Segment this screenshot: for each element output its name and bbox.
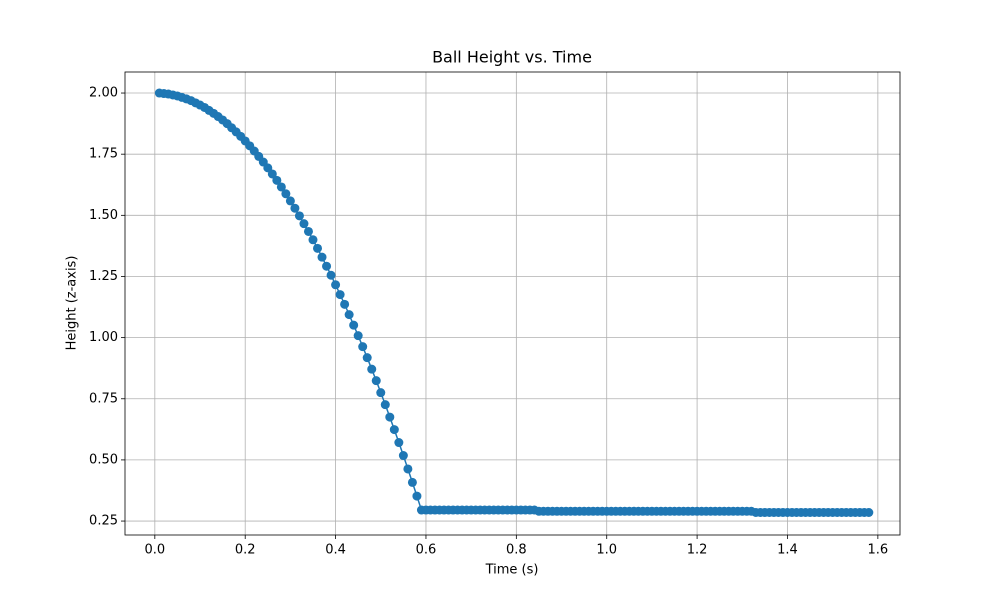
chart-title: Ball Height vs. Time: [432, 48, 592, 67]
data-point: [412, 491, 422, 501]
x-tick-label: 1.4: [777, 543, 798, 558]
y-tick-label: 0.75: [89, 391, 118, 406]
data-point: [385, 412, 395, 422]
y-tick-label: 1.00: [89, 330, 118, 345]
x-tick-label: 1.6: [868, 543, 889, 558]
data-point: [371, 376, 381, 386]
y-axis-label: Height (z-axis): [65, 256, 80, 351]
data-point: [389, 425, 399, 435]
data-point: [326, 270, 336, 280]
data-point: [272, 175, 282, 185]
data-point: [353, 331, 363, 341]
data-point: [394, 438, 404, 448]
data-point: [267, 169, 277, 179]
x-tick-label: 0.8: [506, 543, 527, 558]
data-point: [335, 290, 345, 300]
data-point: [299, 219, 309, 229]
data-point: [864, 507, 874, 517]
x-tick-label: 0.2: [235, 543, 256, 558]
data-point: [331, 280, 341, 290]
y-tick-label: 1.75: [89, 147, 118, 162]
x-axis-label: Time (s): [485, 563, 539, 578]
data-point: [313, 243, 323, 253]
y-tick-label: 1.50: [89, 208, 118, 223]
data-point: [403, 464, 413, 474]
data-point: [344, 310, 354, 320]
data-point: [362, 353, 372, 363]
data-point: [376, 388, 386, 398]
y-tick-label: 0.50: [89, 452, 118, 467]
y-tick-label: 2.00: [89, 86, 118, 101]
data-point: [407, 477, 417, 487]
x-tick-label: 0.6: [416, 543, 437, 558]
plot-frame: [124, 71, 901, 536]
x-tick-label: 1.2: [687, 543, 708, 558]
y-tick-label: 1.25: [89, 269, 118, 284]
data-point: [281, 189, 291, 199]
data-point: [340, 299, 350, 309]
data-point: [358, 342, 368, 352]
data-point: [317, 252, 327, 262]
data-point: [308, 235, 318, 245]
data-point: [285, 196, 295, 206]
data-point: [367, 364, 377, 374]
data-point: [349, 320, 359, 330]
y-tick-label: 0.25: [89, 514, 118, 529]
x-tick-label: 0.0: [144, 543, 165, 558]
data-point: [290, 203, 300, 213]
x-tick-label: 1.0: [596, 543, 617, 558]
data-point: [303, 226, 313, 236]
data-point: [322, 261, 332, 271]
data-point: [276, 182, 286, 192]
data-point: [294, 211, 304, 221]
x-tick-label: 0.4: [325, 543, 346, 558]
data-point: [380, 400, 390, 410]
data-point: [398, 451, 408, 461]
